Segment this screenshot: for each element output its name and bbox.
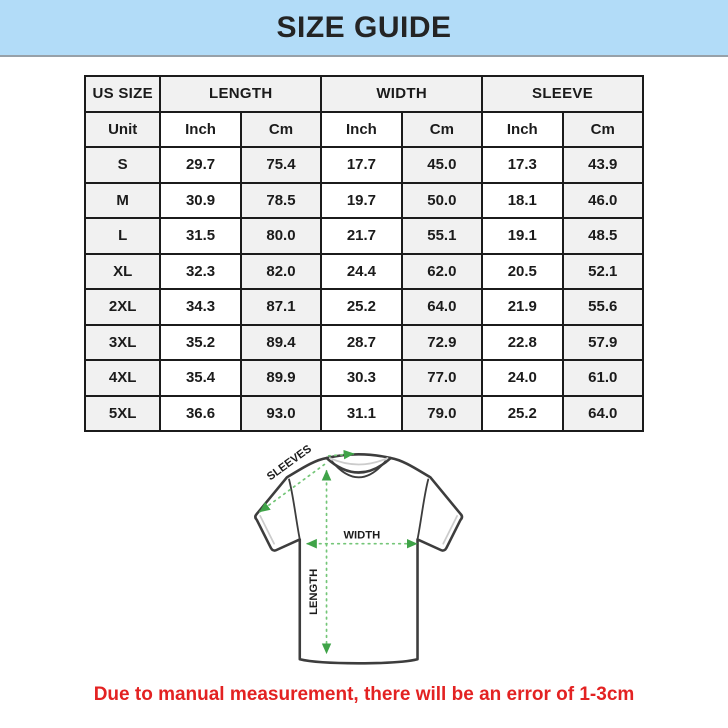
size-value-cell: 17.7 [320,146,403,184]
sleeve-diagonal-arrow [259,463,326,513]
table-group-header-row: US SIZE LENGTH WIDTH SLEEVE [83,75,644,113]
unit-cell: Cm [561,110,645,148]
size-value-cell: 46.0 [561,181,645,219]
size-value-cell: 21.7 [320,217,403,255]
size-value-cell: 35.4 [159,359,242,397]
size-value-cell: 32.3 [159,252,242,290]
collar-inner-line [330,460,387,479]
size-label-cell: M [83,181,162,219]
size-value-cell: 64.0 [400,288,484,326]
size-value-cell: 89.9 [239,359,323,397]
size-value-cell: 24.4 [320,252,403,290]
size-value-cell: 52.1 [561,252,645,290]
tshirt-outline [254,453,464,665]
size-value-cell: 64.0 [561,394,645,432]
left-cuff-stitch [259,515,275,545]
size-value-cell: 55.6 [561,288,645,326]
size-value-cell: 25.2 [320,288,403,326]
measurement-note: Due to manual measurement, there will be… [93,684,635,705]
unit-cell: Inch [320,110,403,148]
table-unit-row: Unit Inch Cm Inch Cm Inch Cm [83,110,645,148]
size-value-cell: 25.2 [481,394,564,432]
size-value-cell: 80.0 [239,217,323,255]
size-value-cell: 45.0 [400,146,484,184]
unit-cell: Unit [83,110,162,148]
size-value-cell: 72.9 [400,323,484,361]
size-label-cell: 2XL [83,288,162,326]
size-value-cell: 43.9 [561,146,645,184]
size-value-cell: 61.0 [561,359,645,397]
size-value-cell: 20.5 [481,252,564,290]
tshirt-diagram: SLEEVES WIDTH LENGTH [254,443,464,665]
size-value-cell: 30.3 [320,359,403,397]
size-value-cell: 19.1 [481,217,564,255]
size-value-cell: 18.1 [481,181,564,219]
size-value-cell: 82.0 [239,252,323,290]
col-header-length: LENGTH [159,75,323,113]
page-title: SIZE GUIDE [276,10,452,44]
size-label-cell: S [83,146,162,184]
table-row: S 29.7 75.4 17.7 45.0 17.3 43.9 [83,146,645,184]
table-row: 2XL 34.3 87.1 25.2 64.0 21.9 55.6 [83,288,645,326]
col-header-us-size: US SIZE [83,75,162,113]
size-value-cell: 34.3 [159,288,242,326]
size-value-cell: 79.0 [400,394,484,432]
size-value-cell: 30.9 [159,181,242,219]
size-label-cell: 3XL [83,323,162,361]
unit-cell: Cm [400,110,484,148]
size-value-cell: 50.0 [400,181,484,219]
size-table: US SIZE LENGTH WIDTH SLEEVE Unit Inch Cm… [83,75,645,432]
size-value-cell: 93.0 [239,394,323,432]
col-header-width: WIDTH [320,75,484,113]
table-row: 3XL 35.2 89.4 28.7 72.9 22.8 57.9 [83,323,645,361]
size-value-cell: 62.0 [400,252,484,290]
size-value-cell: 87.1 [239,288,323,326]
sleeve-horizontal-arrow [327,449,355,460]
table-row: 5XL 36.6 93.0 31.1 79.0 25.2 64.0 [83,394,645,432]
table-row: M 30.9 78.5 19.7 50.0 18.1 46.0 [83,181,645,219]
size-value-cell: 22.8 [481,323,564,361]
width-label: WIDTH [343,529,380,541]
size-label-cell: L [83,217,162,255]
left-sleeve-seam [288,478,301,541]
size-table-body: S 29.7 75.4 17.7 45.0 17.3 43.9 M 30.9 78.5 19.7 50… [83,146,645,432]
size-value-cell: 17.3 [481,146,564,184]
size-value-cell: 31.1 [320,394,403,432]
size-value-cell: 24.0 [481,359,564,397]
size-value-cell: 55.1 [400,217,484,255]
size-value-cell: 35.2 [159,323,242,361]
size-value-cell: 31.5 [159,217,242,255]
page-header: SIZE GUIDE [0,0,728,57]
size-table-container: US SIZE LENGTH WIDTH SLEEVE Unit Inch Cm… [83,75,645,432]
size-value-cell: 28.7 [320,323,403,361]
unit-cell: Cm [239,110,323,148]
size-value-cell: 57.9 [561,323,645,361]
table-row: XL 32.3 82.0 24.4 62.0 20.5 52.1 [83,252,645,290]
unit-cell: Inch [481,110,564,148]
size-label-cell: 5XL [83,394,162,432]
size-value-cell: 36.6 [159,394,242,432]
size-value-cell: 21.9 [481,288,564,326]
collar-back-stitch [328,457,389,466]
right-sleeve-seam [416,478,430,541]
size-value-cell: 29.7 [159,146,242,184]
length-label: LENGTH [308,569,320,615]
size-value-cell: 48.5 [561,217,645,255]
size-label-cell: 4XL [83,359,162,397]
size-value-cell: 78.5 [239,181,323,219]
size-value-cell: 89.4 [239,323,323,361]
table-row: L 31.5 80.0 21.7 55.1 19.1 48.5 [83,217,645,255]
right-cuff-stitch [442,515,458,545]
size-value-cell: 77.0 [400,359,484,397]
size-label-cell: XL [83,252,162,290]
col-header-sleeve: SLEEVE [481,75,644,113]
size-value-cell: 19.7 [320,181,403,219]
size-value-cell: 75.4 [239,146,323,184]
unit-cell: Inch [159,110,242,148]
table-row: 4XL 35.4 89.9 30.3 77.0 24.0 61.0 [83,359,645,397]
